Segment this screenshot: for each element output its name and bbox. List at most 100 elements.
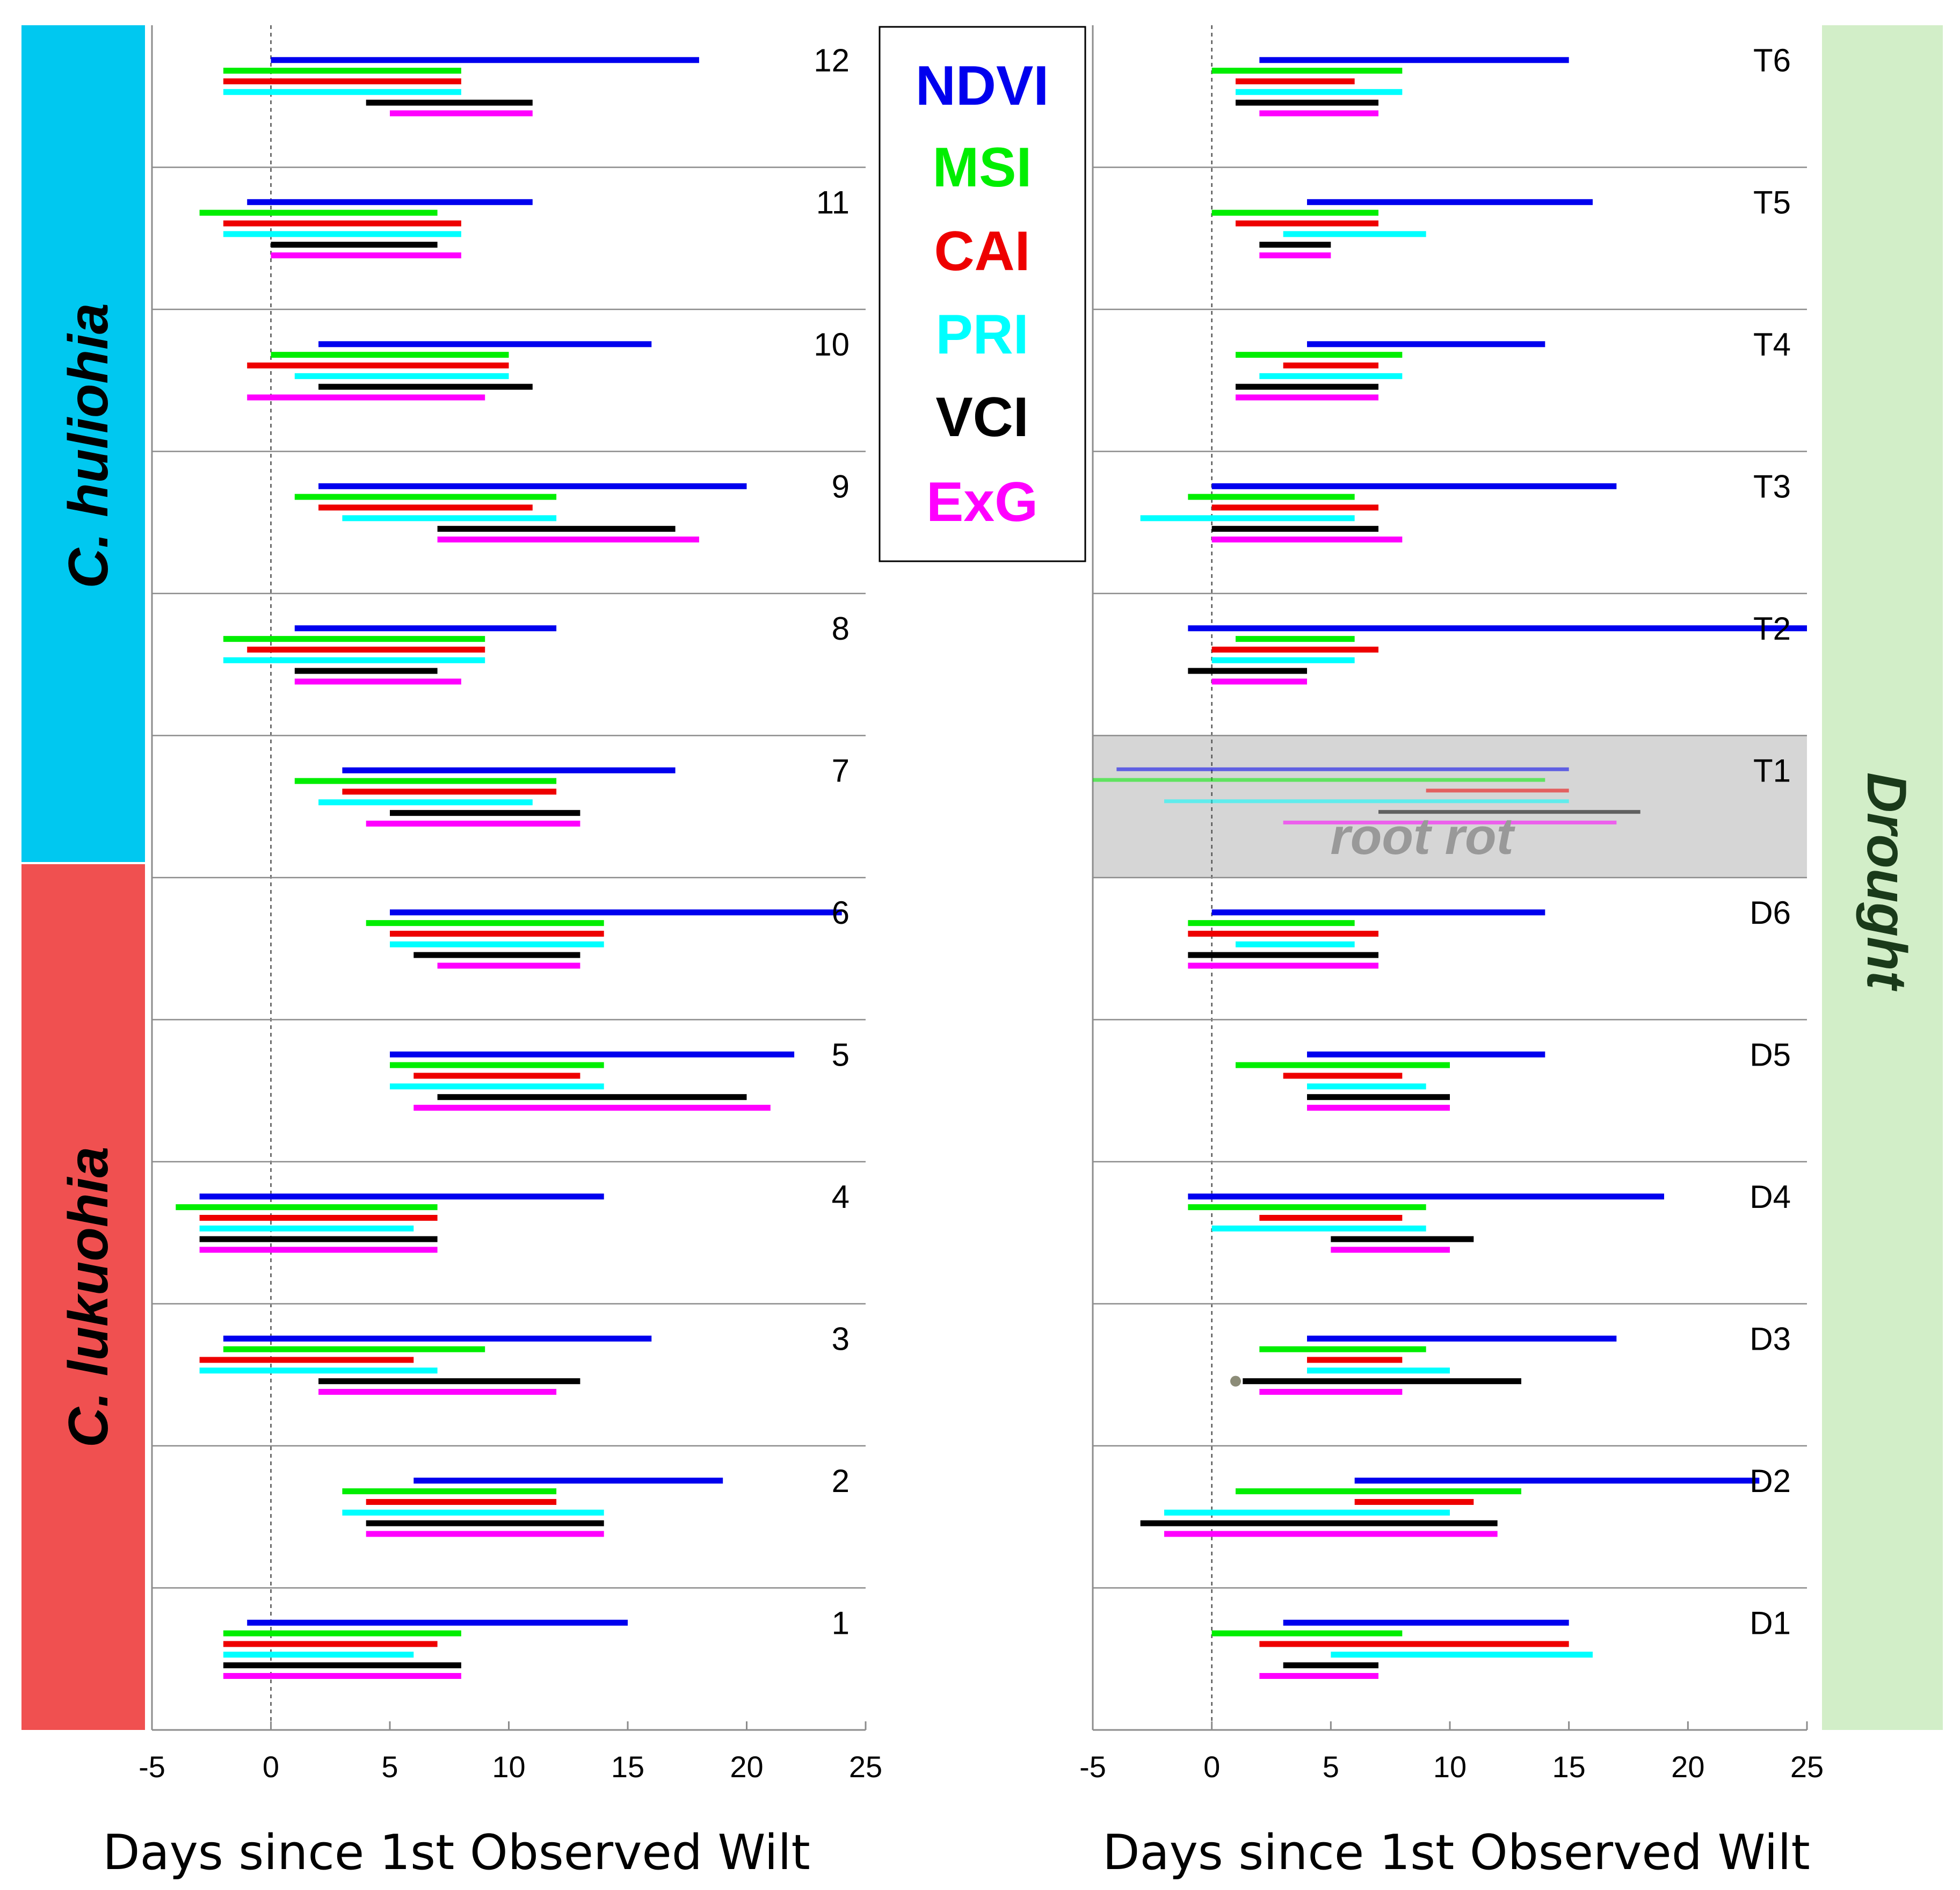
left-panel: -5 0 5 10 15 20 25 12 11 10 9 8 7 6 5 4 3 2 1 [139, 25, 882, 1784]
left-x-tick-label: 15 [611, 1750, 644, 1784]
legend-item-exg: ExG [926, 471, 1038, 533]
right-bar-d2-pri [1164, 1509, 1450, 1516]
right-point-d3 [1230, 1375, 1241, 1387]
right-row-label: D5 [1750, 1037, 1791, 1073]
right-bar-t5-msi [1211, 209, 1378, 216]
left-bar-8-pri [223, 657, 485, 663]
left-bar-9-cai [318, 504, 533, 511]
left-bar-2-ndvi [413, 1478, 723, 1484]
right-bar-t1-ndvi [1116, 767, 1569, 771]
left-bar-3-cai [199, 1357, 414, 1363]
left-bar-4-ndvi [199, 1193, 604, 1200]
species-label-lukuohia: C. lukuohia [57, 1147, 120, 1447]
right-bar-t6-ndvi [1259, 57, 1569, 63]
left-bar-12-cai [223, 78, 461, 84]
left-row-label: 1 [832, 1605, 850, 1641]
right-bar-d3-cai [1307, 1357, 1403, 1363]
left-bar-2-pri [342, 1509, 604, 1516]
root-rot-label: root rot [1330, 808, 1515, 865]
lukuohia-band [21, 864, 145, 1730]
right-bar-d4-msi [1188, 1204, 1426, 1211]
right-bar-t5-ndvi [1307, 199, 1593, 205]
left-row-label: 3 [832, 1321, 850, 1357]
legend-item-vci: VCI [935, 386, 1028, 448]
left-row-label: 2 [832, 1463, 850, 1499]
right-bar-t3-vci [1211, 526, 1378, 532]
right-bar-t4-pri [1259, 373, 1403, 379]
legend-box [879, 26, 1086, 562]
left-bar-6-vci [413, 952, 580, 958]
left-bar-5-exg [413, 1104, 771, 1111]
right-bar-t4-vci [1236, 383, 1378, 390]
right-bar-t6-pri [1236, 89, 1403, 95]
left-bar-7-cai [342, 788, 557, 795]
right-bar-t2-exg [1211, 678, 1307, 685]
left-x-tick-label: -5 [139, 1750, 165, 1784]
right-bar-d2-msi [1236, 1488, 1521, 1495]
right-bar-t3-msi [1188, 494, 1355, 500]
right-bar-d4-exg [1331, 1247, 1450, 1253]
right-bar-t1-vci [1378, 810, 1640, 814]
left-bar-3-msi [223, 1346, 485, 1352]
right-x-axis-label: Days since 1st Observed Wilt [1102, 1824, 1810, 1881]
left-bar-4-msi [176, 1204, 438, 1211]
right-bar-d4-cai [1259, 1214, 1403, 1221]
species-label-huliohia: C. huliohia [57, 303, 120, 589]
left-bar-1-exg [223, 1672, 461, 1679]
left-x-tick-label: 20 [730, 1750, 763, 1784]
right-bar-t3-ndvi [1211, 483, 1617, 489]
right-bar-d6-cai [1188, 930, 1378, 937]
right-bar-d6-msi [1188, 920, 1355, 926]
right-x-tick-label: 15 [1552, 1750, 1586, 1784]
left-bar-3-exg [318, 1388, 557, 1395]
right-bar-d2-vci [1140, 1520, 1498, 1526]
left-bar-1-cai [223, 1641, 438, 1647]
right-bar-d4-pri [1211, 1225, 1426, 1232]
right-row-label: D3 [1750, 1321, 1791, 1357]
right-bar-d5-exg [1307, 1104, 1450, 1111]
right-bar-d5-vci [1307, 1094, 1450, 1100]
right-bar-d1-cai [1259, 1641, 1569, 1647]
right-bar-d5-cai [1283, 1073, 1403, 1079]
right-bar-d3-vci [1243, 1378, 1521, 1385]
right-row-label: T3 [1753, 469, 1791, 505]
left-row-label: 5 [832, 1037, 850, 1073]
left-x-axis-label: Days since 1st Observed Wilt [103, 1824, 810, 1881]
left-bar-2-vci [366, 1520, 604, 1526]
right-bar-t1-pri [1164, 799, 1569, 803]
left-bar-6-pri [390, 941, 604, 947]
left-bar-11-cai [223, 220, 461, 227]
right-row-label: T6 [1753, 42, 1791, 78]
right-bar-d1-exg [1259, 1672, 1378, 1679]
right-bar-d2-exg [1164, 1531, 1498, 1537]
right-bar-d6-vci [1188, 952, 1378, 958]
right-bar-t2-msi [1236, 636, 1355, 642]
right-bar-d1-msi [1211, 1630, 1403, 1636]
left-bar-8-cai [247, 646, 485, 653]
left-bar-2-msi [342, 1488, 557, 1495]
left-bar-4-exg [199, 1247, 438, 1253]
left-bar-10-ndvi [318, 341, 652, 347]
right-bar-t6-vci [1236, 99, 1378, 106]
right-bar-d1-vci [1283, 1662, 1378, 1669]
left-bar-5-ndvi [390, 1051, 795, 1058]
left-row-label: 7 [832, 753, 850, 789]
left-bar-6-ndvi [390, 909, 842, 916]
left-bar-11-vci [271, 242, 438, 248]
right-bar-d5-ndvi [1307, 1051, 1545, 1058]
right-bar-d2-ndvi [1354, 1478, 1760, 1484]
right-bar-t1-cai [1426, 788, 1569, 793]
left-bar-11-msi [199, 209, 438, 216]
left-x-tick-label: 25 [849, 1750, 882, 1784]
left-x-tick-label: 5 [381, 1750, 398, 1784]
left-bar-12-exg [390, 110, 533, 117]
left-bar-9-ndvi [318, 483, 747, 489]
huliohia-band [21, 25, 145, 862]
left-bar-12-ndvi [271, 57, 699, 63]
left-bar-2-exg [366, 1531, 604, 1537]
right-x-tick-label: 10 [1433, 1750, 1467, 1784]
right-row-label: D1 [1750, 1605, 1791, 1641]
left-bar-5-cai [413, 1073, 580, 1079]
left-bar-5-msi [390, 1062, 604, 1068]
right-bar-t5-cai [1236, 220, 1378, 227]
